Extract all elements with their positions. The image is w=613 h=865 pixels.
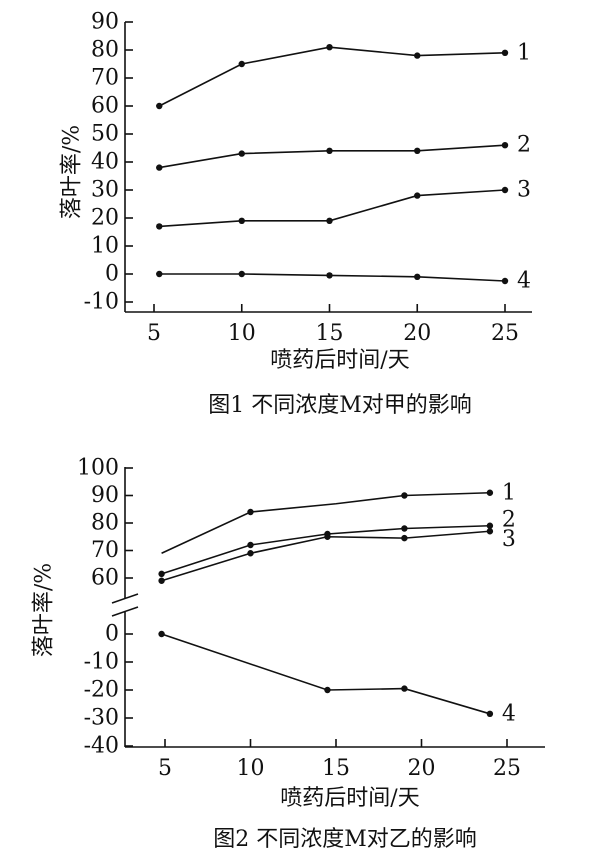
chart-1-x-tick-label: 20 [403, 321, 431, 346]
chart-1-series-2-line [159, 144, 506, 169]
chart-1-series-2-label: 2 [517, 133, 531, 158]
chart-2-y-tick-label: -10 [84, 650, 119, 675]
chart-2-series-2-point [247, 541, 254, 549]
chart-2-axis-break-mark-bottom [111, 606, 139, 617]
chart-2-axis-break-mark-top [111, 593, 139, 604]
chart-1-y-tick-label: 60 [91, 94, 119, 119]
chart-1-x-tick-label: 5 [147, 321, 161, 346]
chart-2-series-2-point [158, 570, 165, 578]
chart-1-y-tick-label: 10 [91, 234, 119, 259]
chart-1-x-tick-label: 25 [491, 321, 519, 346]
chart-1-series-2-point [414, 147, 421, 154]
chart-2-x-tick-label: 15 [322, 756, 350, 781]
chart-1-y-tick-label: 90 [91, 10, 119, 35]
chart-1-series-1-label: 1 [517, 40, 531, 65]
chart-2-series-4-point [401, 685, 408, 692]
chart-1-series-4-point [414, 273, 421, 280]
chart-2-series-3-point [247, 550, 254, 557]
chart-2-y-tick-label: 60 [91, 566, 119, 591]
chart-1-series-1-point [238, 60, 245, 68]
chart-2-series-3-point [486, 528, 494, 535]
chart-1-series-3-point [501, 186, 509, 194]
chart-2-y-tick-label: 80 [91, 511, 119, 536]
chart-1-series-2-point [156, 164, 163, 171]
chart-1-series-4-label: 4 [517, 269, 531, 294]
chart-2-series-1-point [401, 492, 408, 499]
chart-2-x-tick-label: 10 [237, 756, 265, 781]
chart-1-x-label: 喷药后时间/天 [270, 348, 409, 373]
chart-2-series-1-point [247, 508, 254, 516]
chart-2-series-2-point [486, 522, 494, 529]
chart-2-series-4-point [158, 630, 165, 638]
chart-2-title: 图2 不同浓度M对乙的影响 [213, 827, 477, 852]
chart-1: 90 80 70 60 50 40 30 20 10 0 -10 5 10 15 20 25 1 2 3 4 落叶… [60, 10, 532, 418]
chart-1-x-tick-label: 10 [228, 321, 256, 346]
chart-2-y-tick-label: 70 [91, 538, 119, 563]
chart-2-series-4-line [161, 633, 491, 715]
chart-1-series-2-point [238, 150, 245, 157]
chart-2-x-label: 喷药后时间/天 [280, 786, 419, 811]
chart-1-y-tick-label: 40 [91, 150, 119, 175]
chart-2-y-tick-label: 90 [91, 483, 119, 508]
chart-2-series-3-point [158, 577, 165, 584]
chart-1-y-tick-label: 70 [91, 66, 119, 91]
chart-2-y-tick-label: -40 [84, 734, 119, 759]
chart-1-y-tick-label: 50 [91, 122, 119, 147]
chart-2-y-tick-label: -20 [84, 678, 119, 703]
chart-2-series-1-point [486, 489, 494, 496]
chart-2-series-4-point [486, 710, 494, 717]
chart-2-x-tick-label: 5 [158, 756, 172, 781]
chart-2-series-4-point [324, 686, 331, 694]
chart-2-series-2-point [401, 525, 408, 532]
chart-1-series-3-point [238, 217, 245, 224]
chart-2-x-tick-label: 25 [493, 756, 521, 781]
chart-1-y-tick-label: 30 [91, 178, 119, 203]
chart-1-title: 图1 不同浓度M对甲的影响 [208, 393, 472, 418]
chart-1-x-tick-label: 15 [316, 321, 344, 346]
chart-1-series-2-point [326, 147, 333, 154]
chart-2-x-tick-label: 20 [408, 756, 436, 781]
chart-2-series-3-point [401, 534, 408, 542]
chart-1-series-4-point [156, 270, 163, 278]
chart-1-series-3-label: 3 [517, 178, 531, 203]
chart-1-series-3-point [414, 192, 421, 199]
chart-1-series-1-point [326, 44, 333, 51]
chart-1-series-1-point [501, 49, 509, 56]
chart-2-y-tick-label: 100 [77, 456, 119, 481]
chart-2-series-4-label: 4 [502, 701, 516, 726]
chart-1-series-3-point [326, 217, 333, 224]
chart-1-y-tick-label: 80 [91, 38, 119, 63]
chart-1-y-label: 落叶率/% [60, 125, 85, 219]
chart-2-series-1-label: 1 [502, 480, 516, 505]
chart-2-series-3-point [324, 533, 331, 540]
chart-1-series-4-point [238, 270, 245, 278]
chart-1-series-1-point [414, 52, 421, 59]
chart-2-y-label: 落叶率/% [32, 563, 57, 657]
chart-1-series-3-point [156, 223, 163, 230]
chart-2-y-tick-label: 0 [105, 622, 119, 647]
chart-2-series-3-label: 3 [502, 527, 516, 552]
chart-1-y-tick-label: 20 [91, 206, 119, 231]
chart-1-series-2-point [501, 142, 509, 149]
chart-1-series-1-line [158, 46, 506, 107]
chart-1-series-1-point [156, 102, 163, 110]
chart-2-series-1-line [161, 491, 490, 554]
chart-1-series-4-point [326, 272, 333, 279]
chart-2-y-tick-label: -30 [84, 706, 119, 731]
chart-1-y-tick-label: -10 [84, 290, 119, 315]
chart-2-series-2-label: 2 [502, 507, 516, 532]
chart-1-series-4-point [501, 277, 509, 285]
chart-1-y-tick-label: 0 [105, 262, 119, 287]
